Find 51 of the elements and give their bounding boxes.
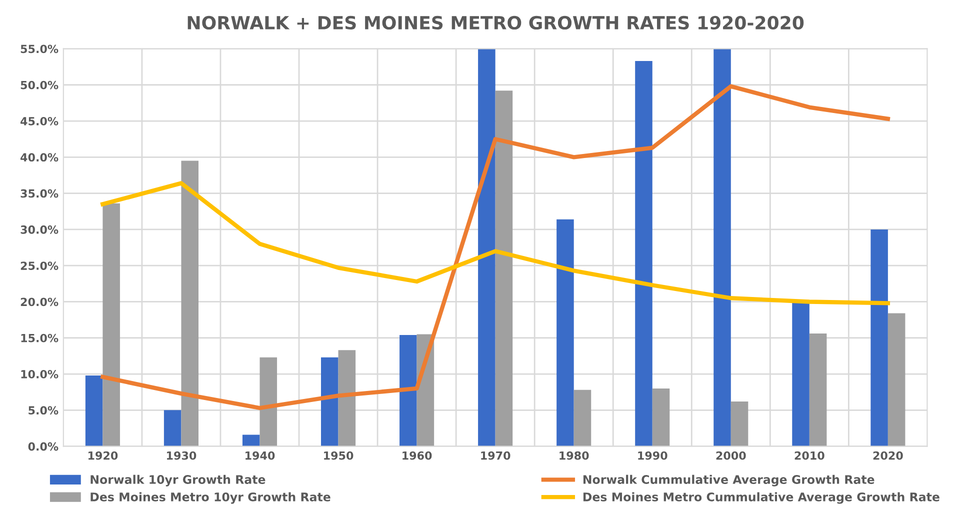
x-tick-label: 1920 [88,451,118,460]
y-tick-label: 25.0% [20,262,58,270]
y-tick-label: 30.0% [20,225,58,234]
bar [888,313,906,446]
bar [870,229,888,446]
y-tick-label: 45.0% [20,116,58,126]
x-tick-label: 2000 [716,451,746,460]
bar [85,375,103,446]
legend-label: Des Moines Metro Cummulative Average Growth Rate [583,492,940,504]
y-tick-label: 15.0% [21,334,58,342]
y-tick-label: 0.0% [28,442,58,451]
bar [338,350,356,446]
legend-label: Norwalk 10yr Growth Rate [90,474,266,486]
y-tick-label: 5.0% [28,406,58,415]
bar [809,334,827,446]
bar [181,160,198,446]
line-series [100,84,890,410]
bar [556,219,574,446]
bar [102,203,120,446]
y-tick-label: 20.0% [20,298,58,306]
bar [714,48,731,446]
bar [574,390,592,446]
bar [321,357,338,446]
x-tick-label: 1940 [246,451,275,460]
x-tick-label: 1970 [481,451,510,460]
bar [242,434,260,446]
y-tick-label: 50.0% [20,80,58,90]
bar [635,61,652,446]
x-tick-label: 1960 [402,451,432,460]
bar [260,357,278,446]
bar [164,410,182,446]
y-tick-label: 10.0% [21,370,58,378]
bar [400,334,417,446]
y-tick-label: 35.0% [20,189,58,198]
x-tick-label: 1930 [167,451,196,460]
bar [652,388,670,446]
legend-label: Norwalk Cummulative Average Growth Rate [583,474,874,486]
chart-title: NORWALK + DES MOINES METRO GROWTH RATES 1920-2020 [188,16,804,30]
bar [478,48,496,446]
line-series [100,181,890,306]
bar [792,301,810,446]
x-tick-label: 1950 [324,451,354,460]
y-tick-label: 55.0% [20,44,58,54]
x-tick-label: 2020 [873,451,903,460]
x-tick-label: 1980 [560,451,589,460]
x-tick-label: 2010 [794,451,824,460]
bar [495,90,513,446]
y-tick-label: 40.0% [20,153,58,162]
bar [730,401,748,446]
legend-label: Des Moines Metro 10yr Growth Rate [90,492,330,504]
x-tick-label: 1990 [638,451,668,460]
